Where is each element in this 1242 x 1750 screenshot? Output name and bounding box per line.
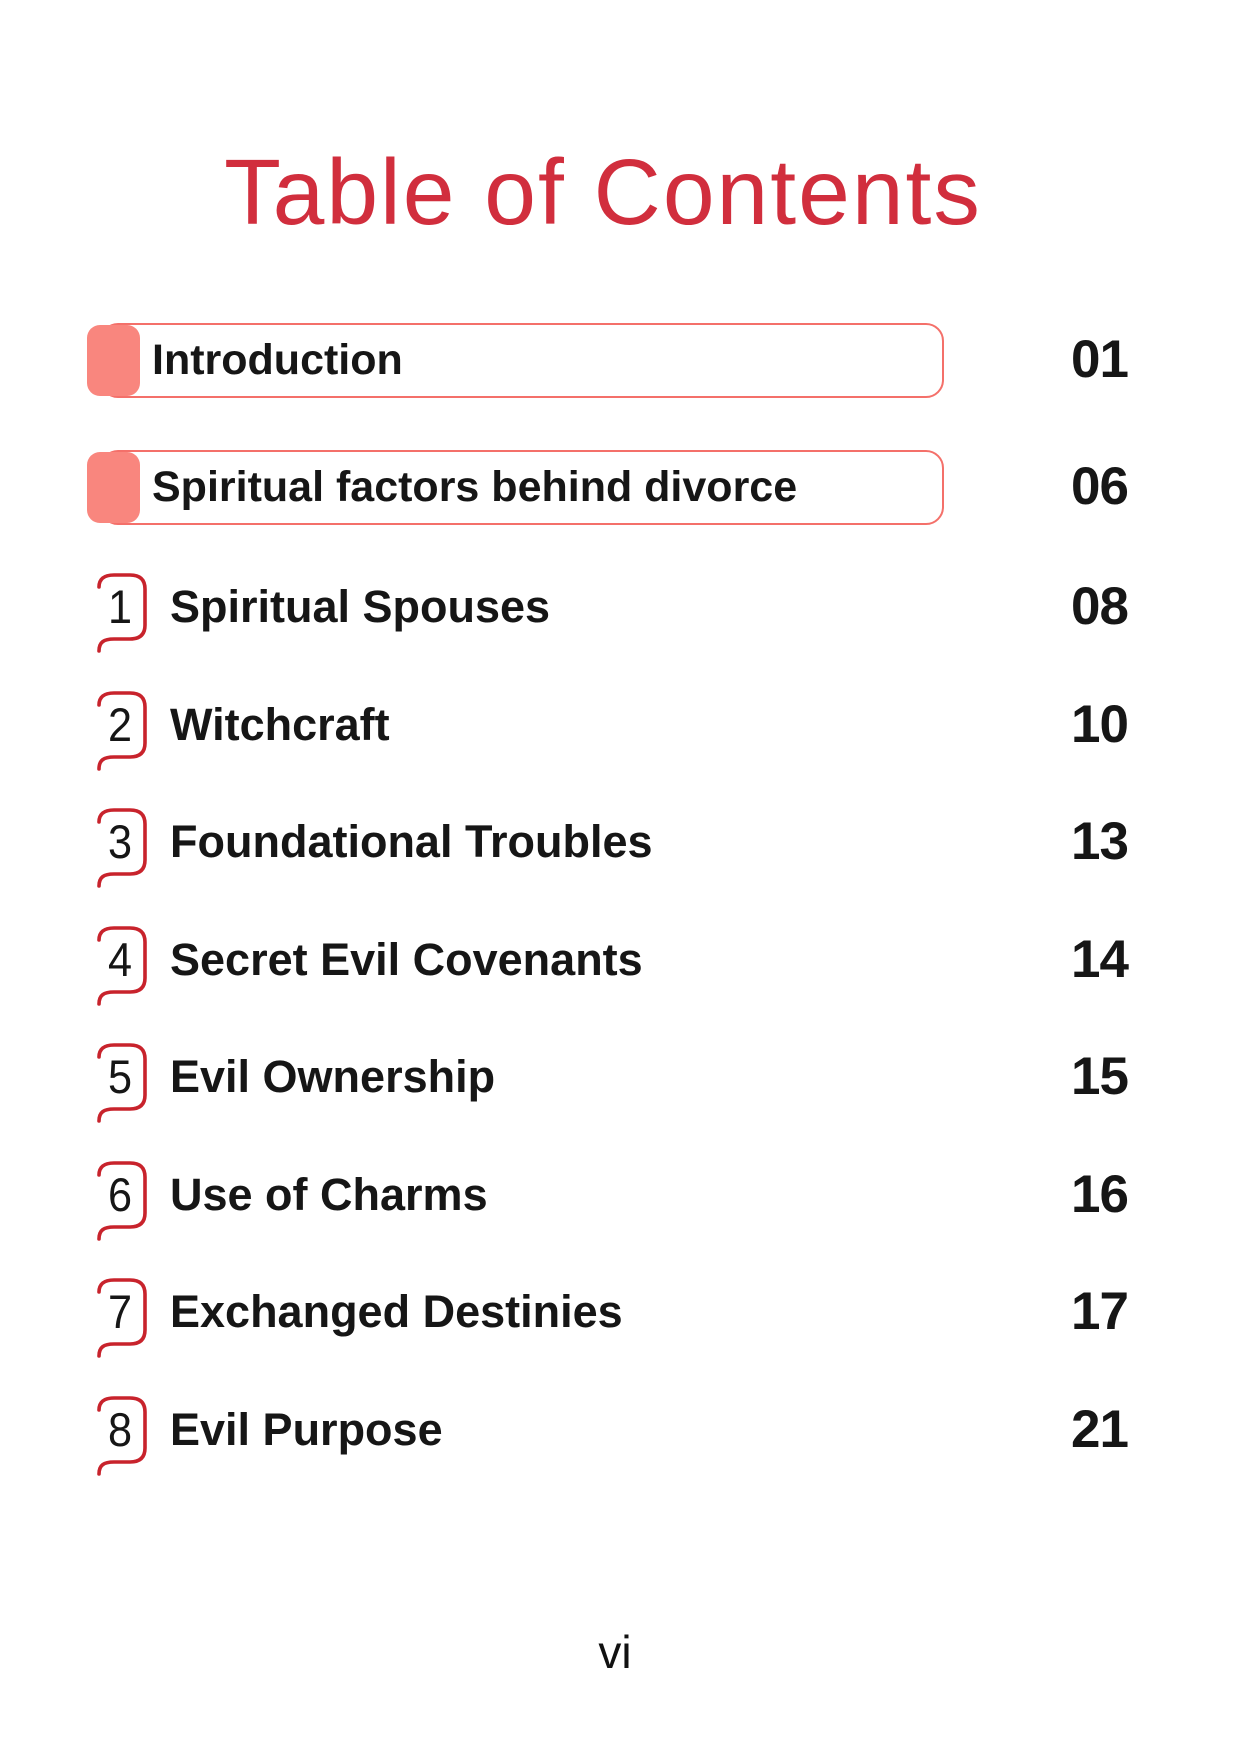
toc-section-row[interactable]: Spiritual factors behind divorce 06 [87, 450, 1129, 525]
toc-chapter-row[interactable]: 6 Use of Charms 16 [87, 1158, 1129, 1241]
toc-chapter-row[interactable]: 1 Spiritual Spouses 08 [87, 570, 1129, 653]
chapter-number-bracket [95, 1041, 149, 1123]
chapter-page-number: 14 [1071, 929, 1129, 989]
section-tab-marker [87, 325, 140, 396]
chapter-title: Spiritual Spouses [170, 581, 551, 632]
chapter-title: Evil Ownership [170, 1051, 496, 1102]
toc-section-row[interactable]: Introduction 01 [87, 323, 1129, 398]
chapter-title: Exchanged Destinies [170, 1286, 623, 1337]
section-outline-box [100, 323, 944, 398]
chapter-number: 8 [107, 1402, 133, 1456]
chapter-page-number: 10 [1071, 694, 1129, 754]
page-title: Table of Contents [224, 140, 982, 244]
toc-list: Introduction 01 Spiritual factors behind… [87, 0, 1129, 1750]
chapter-number-bracket [95, 1394, 149, 1476]
chapter-number-bracket [95, 571, 149, 653]
toc-chapter-row[interactable]: 2 Witchcraft 10 [87, 688, 1129, 771]
chapter-title: Witchcraft [170, 698, 390, 750]
chapter-page-number: 08 [1071, 577, 1129, 636]
section-page-number: 06 [1071, 457, 1129, 516]
section-tab-marker [87, 452, 140, 523]
chapter-number: 3 [107, 815, 133, 868]
chapter-number: 7 [107, 1285, 133, 1338]
chapter-page-number: 13 [1071, 812, 1129, 871]
section-title: Introduction [152, 336, 403, 384]
chapter-title: Use of Charms [170, 1168, 488, 1220]
chapter-page-number: 15 [1071, 1047, 1129, 1106]
chapter-number-bracket [95, 806, 149, 888]
chapter-title: Secret Evil Covenants [170, 933, 643, 985]
chapter-number-bracket [95, 924, 149, 1006]
chapter-number-bracket [95, 1159, 149, 1241]
page-number: vi [598, 1626, 632, 1678]
chapter-number: 4 [107, 932, 133, 986]
section-page-number: 01 [1071, 330, 1129, 389]
chapter-number: 1 [107, 580, 133, 633]
toc-chapter-row[interactable]: 5 Evil Ownership 15 [87, 1040, 1129, 1123]
chapter-page-number: 21 [1071, 1399, 1129, 1459]
chapter-number: 6 [107, 1167, 133, 1221]
chapter-number: 2 [107, 697, 133, 751]
toc-chapter-row[interactable]: 7 Exchanged Destinies 17 [87, 1275, 1129, 1358]
toc-chapter-row[interactable]: 3 Foundational Troubles 13 [87, 805, 1129, 888]
section-title: Spiritual factors behind divorce [152, 463, 798, 511]
toc-chapter-row[interactable]: 8 Evil Purpose 21 [87, 1393, 1129, 1476]
chapter-page-number: 17 [1071, 1282, 1129, 1341]
section-outline-box [100, 450, 944, 525]
chapter-title: Evil Purpose [170, 1403, 443, 1455]
toc-chapter-row[interactable]: 4 Secret Evil Covenants 14 [87, 923, 1129, 1006]
chapter-page-number: 16 [1071, 1164, 1129, 1224]
chapter-title: Foundational Troubles [170, 816, 653, 867]
chapter-number-bracket [95, 689, 149, 771]
chapter-number: 5 [107, 1050, 133, 1103]
chapter-number-bracket [95, 1276, 149, 1358]
